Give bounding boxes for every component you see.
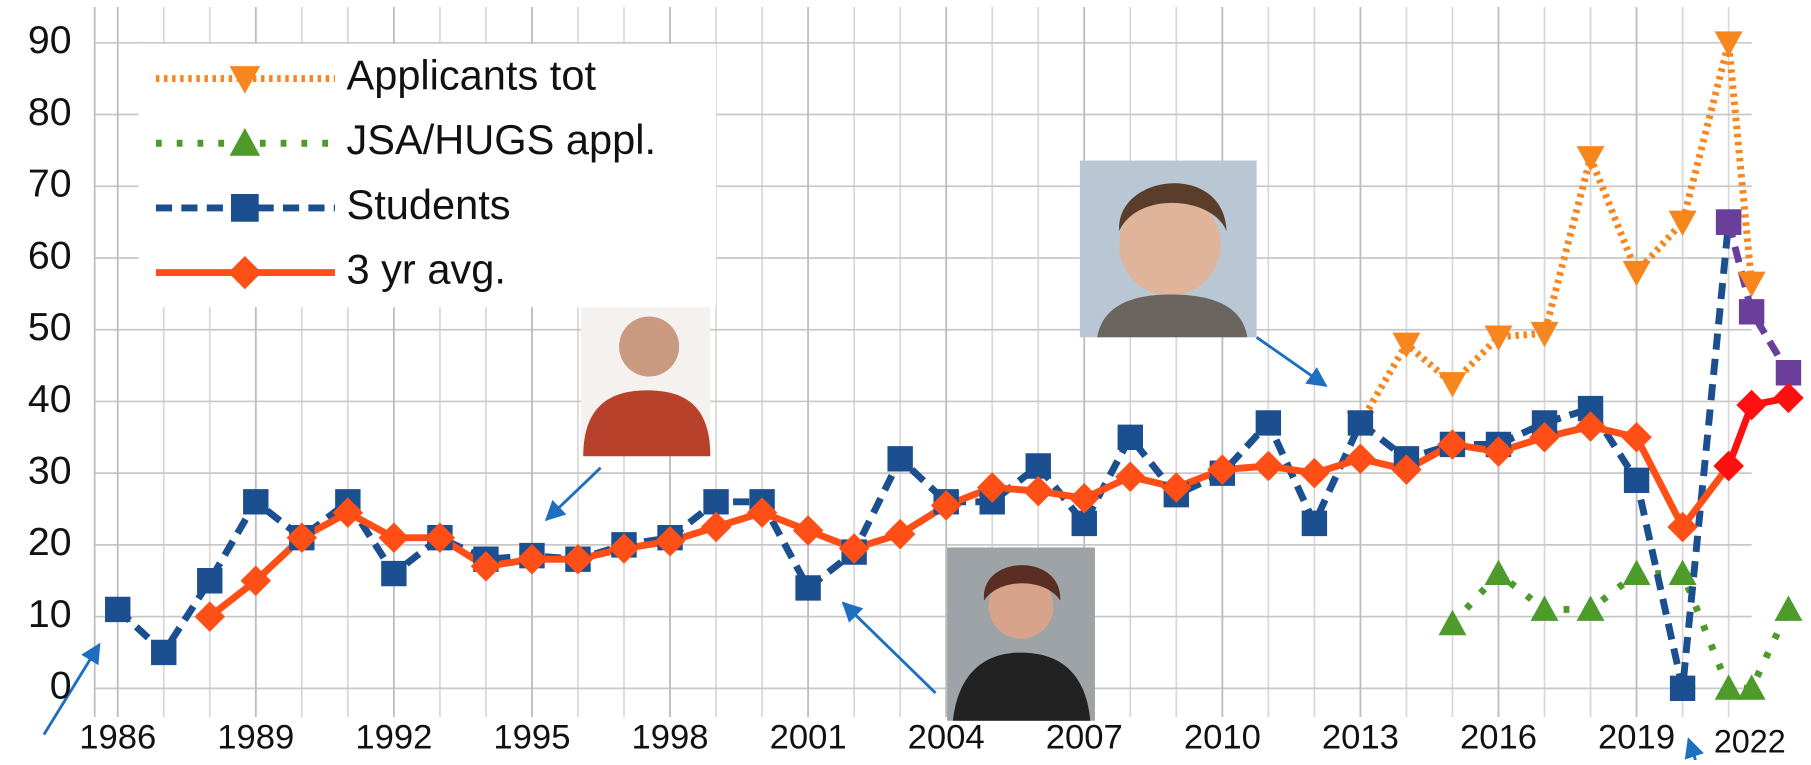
marker — [1621, 422, 1651, 452]
y-tick-label: 70 — [28, 162, 72, 206]
marker — [1118, 425, 1143, 450]
marker — [1577, 146, 1605, 171]
marker — [793, 515, 823, 545]
marker — [1739, 299, 1764, 324]
annotation: 2022 — [1714, 723, 1786, 759]
marker — [701, 512, 731, 542]
marker — [1531, 595, 1559, 620]
marker — [151, 640, 176, 665]
x-tick-label: 1992 — [355, 718, 432, 756]
marker — [1624, 468, 1649, 493]
marker — [703, 489, 728, 514]
y-tick-label: 30 — [28, 449, 72, 493]
series-line — [1360, 43, 1751, 423]
marker — [1623, 560, 1651, 585]
marker — [795, 575, 820, 600]
chart: Applicants tot JSA/HUGS appl. Students 3 yr… — [0, 0, 1811, 760]
marker — [197, 568, 222, 593]
marker — [1623, 261, 1651, 286]
marker — [243, 489, 268, 514]
series-line — [1452, 574, 1788, 689]
marker — [1715, 674, 1743, 699]
marker — [105, 597, 130, 622]
arrow — [546, 468, 600, 520]
marker — [1438, 372, 1466, 397]
marker — [1715, 31, 1743, 56]
marker — [887, 446, 912, 471]
legend-label: 3 yr avg. — [346, 246, 505, 293]
y-tick-label: 80 — [28, 90, 72, 134]
x-tick-label: 2019 — [1598, 718, 1675, 756]
y-tick-label: 20 — [28, 520, 72, 564]
marker — [231, 194, 259, 222]
photo — [1080, 161, 1257, 338]
x-tick-label: 2001 — [770, 718, 847, 756]
x-tick-label: 1989 — [217, 718, 294, 756]
marker — [1023, 476, 1053, 506]
legend-label: Students — [346, 181, 510, 228]
marker — [1256, 410, 1281, 435]
marker — [1302, 511, 1327, 536]
x-tick-label: 2010 — [1184, 718, 1261, 756]
marker — [1026, 453, 1051, 478]
y-tick-label: 10 — [28, 592, 72, 636]
x-tick-label: 1986 — [79, 718, 156, 756]
x-tick-label: 1998 — [632, 718, 709, 756]
arrow — [1257, 337, 1326, 386]
y-tick-label: 40 — [28, 377, 72, 421]
marker — [381, 561, 406, 586]
marker — [1485, 560, 1513, 585]
marker — [1773, 383, 1803, 413]
marker — [1774, 595, 1802, 620]
marker — [1299, 458, 1329, 488]
marker — [1348, 410, 1373, 435]
marker — [1716, 209, 1741, 234]
marker — [1670, 676, 1695, 701]
x-tick-label: 2016 — [1460, 718, 1537, 756]
marker — [1253, 451, 1283, 481]
page: {"chart_data": {"type": "line", "annotat… — [0, 0, 1811, 765]
legend-label: Applicants tot — [346, 52, 596, 99]
y-tick-label: 90 — [28, 18, 72, 62]
marker — [1577, 595, 1605, 620]
photo — [947, 547, 1095, 720]
x-tick-label: 1995 — [493, 718, 570, 756]
marker — [1736, 390, 1766, 420]
marker — [1776, 360, 1801, 385]
x-tick-label: 2004 — [908, 718, 985, 756]
y-tick-label: 50 — [28, 305, 72, 349]
x-tick-label: 2013 — [1322, 718, 1399, 756]
marker — [1115, 461, 1145, 491]
marker — [379, 522, 409, 552]
legend: Applicants tot JSA/HUGS appl. Students 3 yr… — [139, 44, 716, 307]
arrow — [1689, 739, 1696, 760]
y-tick-label: 0 — [50, 664, 72, 708]
series-line — [1729, 222, 1789, 373]
photo — [581, 295, 710, 457]
marker — [1345, 444, 1375, 474]
x-tick-label: 2007 — [1046, 718, 1123, 756]
marker — [1438, 610, 1466, 635]
marker — [1072, 511, 1097, 536]
legend-label: JSA/HUGS appl. — [346, 116, 656, 163]
marker — [1738, 674, 1766, 699]
y-tick-label: 60 — [28, 233, 72, 277]
